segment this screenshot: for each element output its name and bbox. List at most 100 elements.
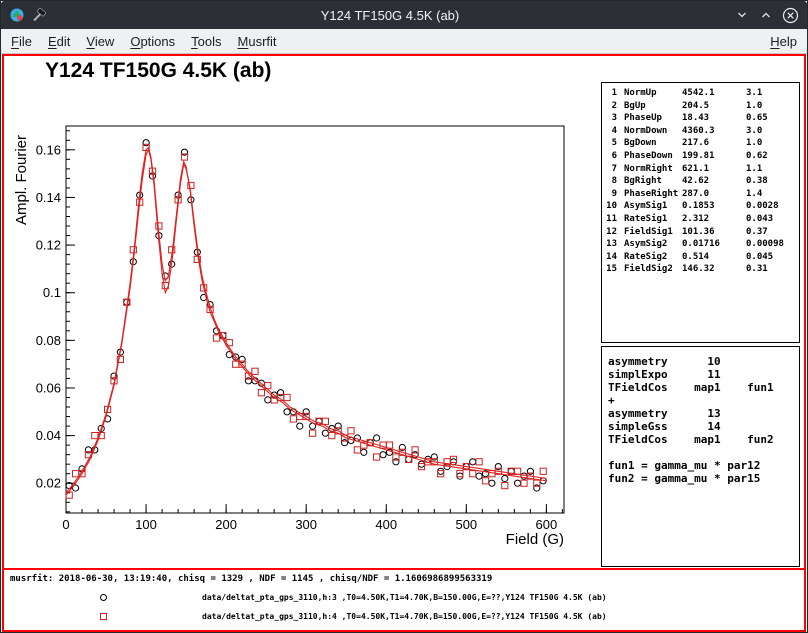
param-row: 10AsymSig10.18530.0028 <box>606 200 799 213</box>
param-row: 9PhaseRight287.01.4 <box>606 188 799 201</box>
param-val: 199.81 <box>682 150 746 163</box>
chevron-up-icon <box>759 8 773 22</box>
theory-lines: asymmetry 10simplExpo 11TFieldCos map1 f… <box>608 355 799 485</box>
menubar-left: FileEditViewOptionsToolsMusrfit <box>3 31 285 52</box>
menu-item-edit[interactable]: Edit <box>40 31 78 52</box>
param-num: 12 <box>606 226 617 239</box>
param-row: 1 NormUp4542.13.1 <box>606 87 799 100</box>
param-num: 11 <box>606 213 617 226</box>
param-val: 146.32 <box>682 263 746 276</box>
param-row: 6PhaseDown199.810.62 <box>606 150 799 163</box>
param-val: 204.5 <box>682 100 746 113</box>
menu-item-view[interactable]: View <box>78 31 122 52</box>
param-val: 42.62 <box>682 175 746 188</box>
window-title: Y124 TF150G 4.5K (ab) <box>53 8 727 23</box>
svg-text:100: 100 <box>135 517 157 532</box>
legend-entry: data/deltat_pta_gps_3110,h:4 ,T0=4.50K,T… <box>4 608 804 627</box>
param-row: 13AsymSig20.017160.00098 <box>606 238 799 251</box>
legend-text: data/deltat_pta_gps_3110,h:4 ,T0=4.50K,T… <box>202 612 607 621</box>
fourier-plot[interactable]: 01002003004005006000.020.040.060.080.10.… <box>4 112 584 564</box>
param-err: 0.62 <box>746 150 799 163</box>
param-err: 0.31 <box>746 263 799 276</box>
menu-item-help[interactable]: Help <box>762 31 805 52</box>
param-val: 4360.3 <box>682 125 746 138</box>
maximize-button[interactable] <box>757 6 775 24</box>
param-num: 8 <box>606 175 617 188</box>
param-val: 0.01716 <box>682 238 746 251</box>
titlebar[interactable]: Y124 TF150G 4.5K (ab) <box>1 1 807 29</box>
svg-text:0.06: 0.06 <box>36 380 61 395</box>
svg-text:300: 300 <box>295 517 317 532</box>
svg-text:0.1: 0.1 <box>43 285 61 300</box>
root-canvas[interactable]: Y124 TF150G 4.5K (ab) 010020030040050060… <box>2 54 806 632</box>
minimize-button[interactable] <box>733 6 751 24</box>
theory-line: + <box>608 394 799 407</box>
param-num: 13 <box>606 238 617 251</box>
param-row: 14RateSig20.5140.045 <box>606 251 799 264</box>
param-val: 4542.1 <box>682 87 746 100</box>
param-name: NormUp <box>624 87 682 100</box>
theory-box[interactable]: asymmetry 10simplExpo 11TFieldCos map1 f… <box>601 346 800 567</box>
param-num: 4 <box>606 125 617 138</box>
svg-text:400: 400 <box>375 517 397 532</box>
param-name: BgDown <box>624 137 682 150</box>
theory-line: simpleGss 14 <box>608 420 799 433</box>
theory-line <box>608 446 799 459</box>
param-rows: 1NormUp4542.13.12BgUp204.51.03PhaseUp18.… <box>606 87 799 276</box>
param-num: 5 <box>606 137 617 150</box>
menu-item-musrfit[interactable]: Musrfit <box>230 31 285 52</box>
theory-line: TFieldCos map1 fun2 <box>608 433 799 446</box>
menu-item-file[interactable]: File <box>3 31 40 52</box>
fit-parameter-box[interactable]: 1NormUp4542.13.12BgUp204.51.03PhaseUp18.… <box>601 82 800 343</box>
menu-item-tools[interactable]: Tools <box>183 31 229 52</box>
svg-text:0.14: 0.14 <box>36 190 61 205</box>
param-val: 287.0 <box>682 188 746 201</box>
legend-pad[interactable]: musrfit: 2018-06-30, 13:19:40, chisq = 1… <box>4 568 804 630</box>
param-num: 3 <box>606 112 617 125</box>
theory-line: simplExpo 11 <box>608 368 799 381</box>
svg-text:0.02: 0.02 <box>36 476 61 491</box>
param-row: 8 BgRight42.620.38 <box>606 175 799 188</box>
param-row: 12FieldSig1101.360.37 <box>606 226 799 239</box>
param-val: 217.6 <box>682 137 746 150</box>
x-axis-label: Field (G) <box>506 531 564 548</box>
param-err: 0.043 <box>746 213 799 226</box>
param-row: 11RateSig12.3120.043 <box>606 213 799 226</box>
param-num: 2 <box>606 100 617 113</box>
param-val: 0.514 <box>682 251 746 264</box>
param-val: 0.1853 <box>682 200 746 213</box>
fourier-fit-h4 <box>66 150 546 495</box>
theory-line: TFieldCos map1 fun1 <box>608 381 799 394</box>
close-button[interactable] <box>781 6 799 24</box>
param-name: RateSig1 <box>624 213 682 226</box>
app-window: Y124 TF150G 4.5K (ab) FileEditViewOption… <box>0 0 808 633</box>
param-name: BgRight <box>624 175 682 188</box>
close-icon <box>782 7 799 24</box>
param-row: 2BgUp204.51.0 <box>606 100 799 113</box>
param-num: 7 <box>606 163 617 176</box>
theory-line: fun1 = gamma_mu * par12 <box>608 459 799 472</box>
theory-line: asymmetry 13 <box>608 407 799 420</box>
param-row: 3PhaseUp18.430.65 <box>606 112 799 125</box>
param-val: 101.36 <box>682 226 746 239</box>
svg-text:0.04: 0.04 <box>36 428 61 443</box>
param-name: AsymSig1 <box>624 200 682 213</box>
param-row: 15FieldSig2146.320.31 <box>606 263 799 276</box>
param-num: 6 <box>606 150 617 163</box>
theory-line: asymmetry 10 <box>608 355 799 368</box>
param-num: 1 <box>606 87 617 100</box>
hammer-icon <box>31 7 47 23</box>
param-err: 1.0 <box>746 137 799 150</box>
app-icon <box>9 7 25 23</box>
param-row: 4NormDown4360.33.0 <box>606 125 799 138</box>
param-name: FieldSig2 <box>624 263 682 276</box>
y-axis-label: Ampl. Fourier <box>13 135 30 225</box>
param-err: 3.1 <box>746 87 799 100</box>
param-err: 0.38 <box>746 175 799 188</box>
menu-item-options[interactable]: Options <box>122 31 183 52</box>
menubar: FileEditViewOptionsToolsMusrfit Help <box>1 29 807 54</box>
param-err: 1.4 <box>746 188 799 201</box>
param-err: 0.65 <box>746 112 799 125</box>
param-row: 5 BgDown217.61.0 <box>606 137 799 150</box>
svg-text:0.12: 0.12 <box>36 238 61 253</box>
